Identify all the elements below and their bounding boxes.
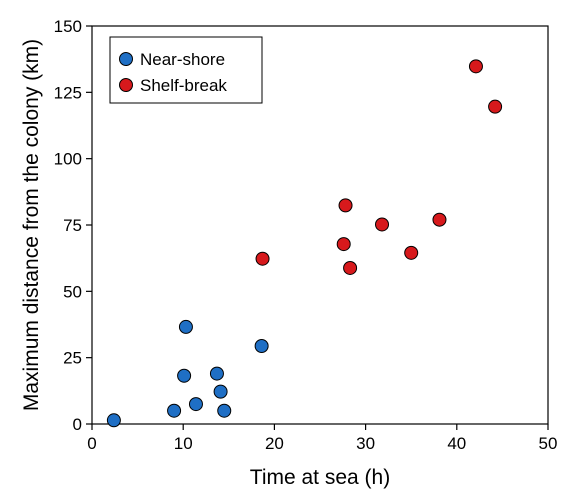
- y-tick-label-6: 150: [54, 17, 82, 36]
- y-tick-label-0: 0: [73, 415, 82, 434]
- x-tick-label-5: 50: [539, 434, 558, 453]
- legend-label-near-shore: Near-shore: [140, 50, 225, 69]
- point-near-shore-6: [213, 384, 228, 399]
- y-tick-label-4: 100: [54, 150, 82, 169]
- y-tick-label-5: 125: [54, 83, 82, 102]
- x-tick-label-1: 10: [174, 434, 193, 453]
- point-shelf-break-3: [343, 260, 358, 275]
- legend-box: [109, 36, 263, 104]
- point-near-shore-7: [217, 403, 232, 418]
- legend: Near-shore Shelf-break: [109, 36, 263, 104]
- y-tick-label-3: 75: [63, 216, 82, 235]
- y-tick-label-2: 50: [63, 282, 82, 301]
- legend-marker-near-shore: [119, 52, 133, 66]
- legend-marker-shelf-break: [119, 78, 133, 92]
- point-shelf-break-7: [468, 59, 483, 74]
- y-tick-label-1: 25: [63, 349, 82, 368]
- point-near-shore-0: [106, 413, 121, 428]
- axis-ticks: 0 10 20 30 40 50 0 25 50 75 100 125 150: [54, 17, 558, 453]
- x-tick-label-3: 30: [356, 434, 375, 453]
- point-shelf-break-1: [336, 237, 351, 252]
- y-axis-label: Maximum distance from the colony (km): [20, 39, 43, 411]
- point-shelf-break-6: [432, 212, 447, 227]
- point-shelf-break-2: [338, 198, 353, 213]
- data-points: [106, 59, 503, 428]
- point-shelf-break-5: [404, 245, 419, 260]
- point-shelf-break-4: [375, 217, 390, 232]
- x-tick-label-0: 0: [87, 434, 96, 453]
- point-near-shore-8: [254, 338, 269, 353]
- point-near-shore-1: [167, 403, 182, 418]
- legend-label-shelf-break: Shelf-break: [140, 76, 227, 95]
- point-near-shore-5: [209, 366, 224, 381]
- point-near-shore-4: [188, 397, 203, 412]
- x-tick-label-2: 20: [265, 434, 284, 453]
- point-shelf-break-8: [488, 99, 503, 114]
- point-near-shore-3: [178, 319, 193, 334]
- point-near-shore-2: [177, 368, 192, 383]
- point-shelf-break-0: [255, 251, 270, 266]
- x-tick-label-4: 40: [447, 434, 466, 453]
- x-axis-label: Time at sea (h): [250, 466, 390, 489]
